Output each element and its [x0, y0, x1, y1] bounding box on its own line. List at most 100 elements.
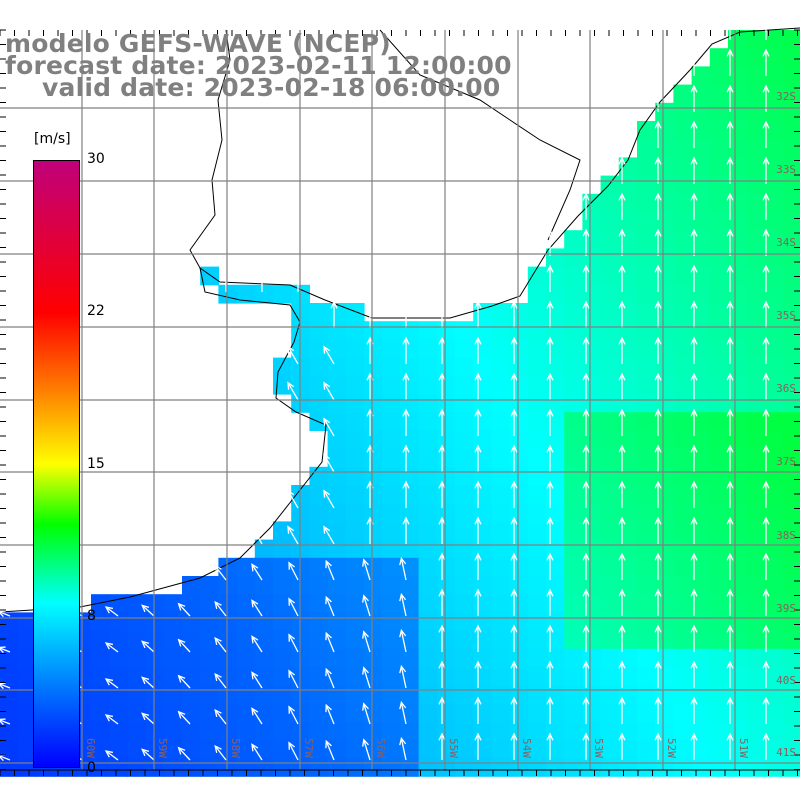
wave-cell	[473, 539, 492, 559]
wind-arrow	[104, 678, 119, 689]
wave-cell	[182, 667, 201, 686]
wind-arrow	[214, 564, 227, 581]
wave-cell	[527, 448, 547, 468]
wind-arrow	[582, 696, 590, 724]
wave-cell	[782, 357, 800, 377]
wave-cell	[527, 721, 547, 741]
wave-cell	[764, 703, 784, 723]
wind-arrow	[251, 671, 263, 689]
wave-cell	[691, 66, 711, 86]
wave-cell	[673, 121, 693, 140]
wave-cell	[254, 557, 274, 577]
wave-cell	[637, 394, 656, 413]
wind-arrow	[618, 372, 626, 400]
wind-arrow	[323, 489, 335, 509]
wave-cell	[327, 612, 347, 632]
wave-cell	[746, 539, 765, 559]
wave-cell	[364, 630, 383, 650]
wave-cell	[582, 394, 602, 413]
wind-arrow	[288, 705, 299, 725]
wind-arrow	[510, 588, 518, 616]
wave-cell	[618, 448, 638, 468]
wave-cell	[637, 721, 656, 741]
wave-cell	[418, 557, 438, 577]
wave-cell	[436, 630, 456, 650]
wave-cell	[764, 648, 784, 668]
wave-cell	[364, 466, 383, 486]
wave-cell	[327, 721, 347, 741]
wave-cell	[691, 84, 711, 104]
wave-cell	[764, 284, 784, 304]
wave-cell	[236, 648, 256, 668]
wave-cell	[546, 248, 565, 268]
wave-cell	[709, 612, 729, 632]
wind-arrow	[474, 372, 482, 400]
wave-cell	[582, 667, 602, 686]
wave-cell	[709, 667, 729, 686]
wave-cell	[782, 248, 800, 268]
wave-cell	[655, 430, 674, 450]
wind-arrow	[546, 372, 554, 400]
wave-cell	[327, 448, 347, 468]
wind-arrow	[0, 646, 11, 654]
wave-cell	[455, 394, 474, 413]
wave-cell	[382, 521, 401, 541]
wind-arrow	[287, 525, 299, 545]
wave-cell	[491, 485, 511, 504]
wave-cell	[728, 284, 747, 304]
wave-cell	[345, 594, 365, 613]
wave-cell	[0, 703, 19, 723]
wave-cell	[764, 448, 784, 468]
wave-cell	[473, 758, 492, 777]
wave-cell	[709, 394, 729, 413]
wave-cell	[728, 648, 747, 668]
wave-cell	[746, 230, 765, 249]
wave-cell	[473, 557, 492, 577]
wave-cell	[364, 539, 383, 559]
wave-cell	[91, 648, 110, 668]
wind-arrow	[104, 606, 119, 617]
wave-cell	[527, 321, 547, 340]
wave-cell	[491, 721, 511, 741]
wave-cell	[673, 230, 693, 249]
wave-cell	[509, 758, 529, 777]
wind-arrow	[690, 336, 698, 364]
wave-cell	[728, 503, 747, 522]
wave-cell	[564, 557, 583, 577]
wave-cell	[546, 430, 565, 450]
wave-cell	[546, 667, 565, 686]
wave-cell	[618, 503, 638, 522]
wave-cell	[273, 612, 292, 632]
wave-cell	[400, 485, 420, 504]
wave-cell	[637, 303, 656, 322]
wind-arrow	[510, 300, 518, 328]
wave-cell	[546, 375, 565, 395]
wave-cell	[618, 303, 638, 322]
wave-cell	[709, 448, 729, 468]
wave-cell	[655, 630, 674, 650]
wave-cell	[509, 448, 529, 468]
wind-arrow	[323, 381, 335, 401]
wave-cell	[582, 703, 602, 723]
wave-cell	[218, 284, 238, 304]
wave-cell	[764, 739, 784, 759]
wave-cell	[728, 594, 747, 613]
wind-arrow	[654, 408, 662, 436]
wave-cell	[564, 539, 583, 559]
wave-cell	[600, 339, 620, 359]
wave-cell	[345, 466, 365, 486]
wave-cell	[327, 630, 347, 650]
wave-cell	[163, 648, 183, 668]
wave-cell	[728, 758, 747, 777]
wave-cell	[382, 321, 401, 340]
wave-cell	[618, 576, 638, 595]
wave-cell	[728, 139, 747, 158]
wave-cell	[709, 230, 729, 249]
wave-cell	[400, 412, 420, 431]
longitude-label: 58W	[229, 738, 242, 758]
wave-cell	[746, 266, 765, 286]
wind-arrow	[762, 408, 770, 436]
wave-cell	[345, 576, 365, 595]
wind-arrow	[474, 588, 482, 616]
wave-cell	[491, 357, 511, 377]
